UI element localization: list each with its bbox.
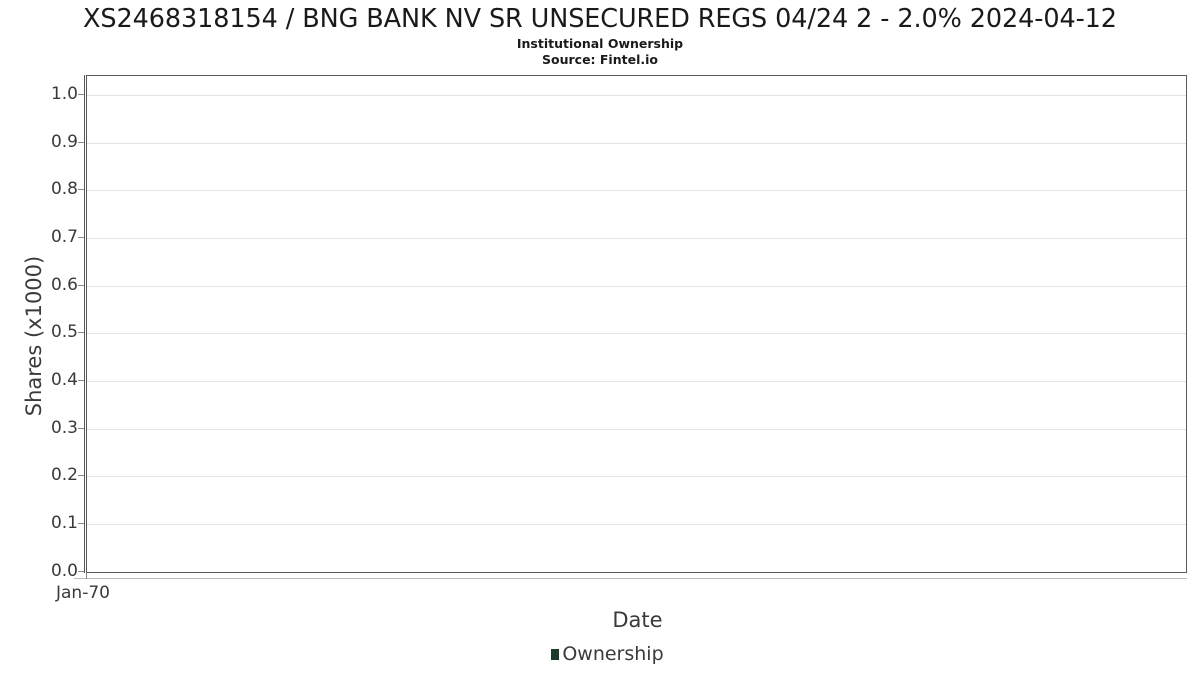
y-tick-label: 0.3 [50,418,78,438]
x-axis-tick-group: Jan-70 [0,583,1200,607]
y-tick-label: 0.4 [50,370,78,390]
legend-swatch-icon [551,649,560,660]
y-axis-tick-group: 1.0 0.9 0.8 0.7 0.6 0.5 0.4 0.3 0.2 0.1 … [0,0,84,675]
plot-area [86,75,1187,573]
gridline-0-3 [87,429,1186,430]
y-tick-mark [78,332,84,333]
y-tick-label: 1.0 [50,84,78,104]
y-tick-mark [78,285,84,286]
y-axis-title: Shares (x1000) [22,255,46,417]
y-tick-mark [78,237,84,238]
x-axis-title: Date [612,608,663,632]
y-tick-mark [78,380,84,381]
gridline-0-7 [87,238,1186,239]
y-tick-mark [78,523,84,524]
y-tick-label: 0.0 [50,561,78,581]
y-tick-label: 0.1 [50,513,78,533]
series-ownership-plot [87,76,1186,572]
gridline-0-1 [87,524,1186,525]
y-tick-label: 0.5 [50,322,78,342]
y-tick-mark [78,189,84,190]
gridline-0-4 [87,381,1186,382]
y-tick-mark [78,428,84,429]
x-tick-mark-jan-70 [86,573,87,579]
y-tick-mark [78,94,84,95]
chart-subtitle: Institutional Ownership [516,36,684,51]
gridline-0-5 [87,333,1186,334]
gridline-0-6 [87,286,1186,287]
legend-item-label: Ownership [562,643,664,665]
page-title: XS2468318154 / BNG BANK NV SR UNSECURED … [83,4,1117,34]
y-tick-label: 0.2 [50,465,78,485]
gridline-0-9 [87,143,1186,144]
y-tick-label: 0.6 [50,275,78,295]
y-tick-mark [78,571,84,572]
x-tick-label: Jan-70 [56,583,110,603]
gridline-0-8 [87,190,1186,191]
chart-legend: Ownership [0,645,1200,664]
y-axis-spine [84,75,85,573]
legend-item-ownership[interactable]: Ownership [551,643,664,665]
gridline-1-0 [87,95,1186,96]
y-tick-mark [78,475,84,476]
x-axis-spine [74,578,1187,579]
y-tick-label: 0.9 [50,132,78,152]
chart-source-label: Source: Fintel.io [542,52,658,67]
gridline-0-2 [87,476,1186,477]
y-tick-label: 0.7 [50,227,78,247]
y-tick-label: 0.8 [50,179,78,199]
y-tick-mark [78,142,84,143]
